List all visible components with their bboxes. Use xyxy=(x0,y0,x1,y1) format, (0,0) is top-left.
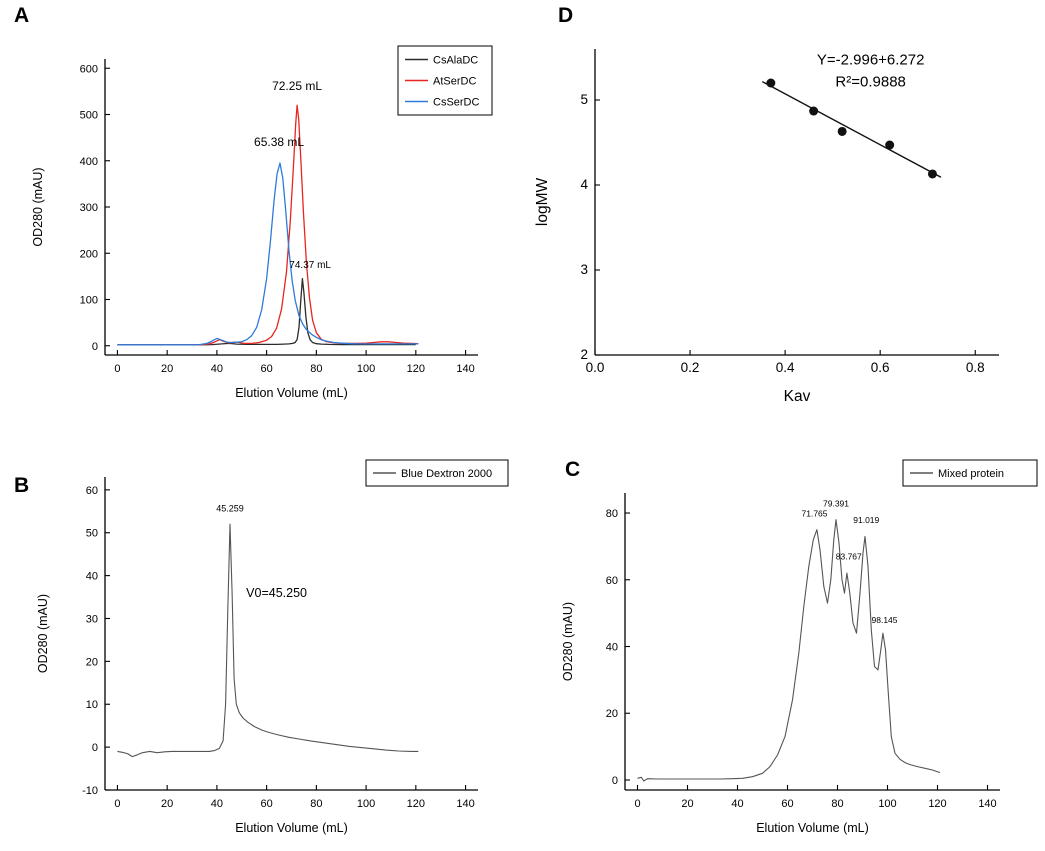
svg-text:45.259: 45.259 xyxy=(216,503,244,513)
svg-text:80: 80 xyxy=(831,798,843,810)
svg-text:0.6: 0.6 xyxy=(871,360,890,375)
svg-text:40: 40 xyxy=(731,798,743,810)
svg-text:65.38 mL: 65.38 mL xyxy=(254,135,304,149)
svg-text:V0=45.250: V0=45.250 xyxy=(246,586,307,600)
svg-text:120: 120 xyxy=(407,363,425,375)
svg-text:CsAlaDC: CsAlaDC xyxy=(433,55,478,67)
panel-label-d: D xyxy=(558,4,574,27)
panel-C-mixed-protein: C 0 20 40 60 80 100 120 140 0 20 40 60 80 Elution Vol… xyxy=(525,448,1045,851)
svg-text:Y=-2.996+6.272: Y=-2.996+6.272 xyxy=(817,51,925,68)
svg-text:Elution Volume (mL): Elution Volume (mL) xyxy=(756,821,869,835)
svg-text:20: 20 xyxy=(161,363,173,375)
svg-text:140: 140 xyxy=(456,798,474,810)
svg-text:Mixed protein: Mixed protein xyxy=(938,468,1004,480)
svg-text:R²=0.9888: R²=0.9888 xyxy=(835,73,905,90)
svg-text:40: 40 xyxy=(606,642,618,654)
svg-text:OD280 (mAU): OD280 (mAU) xyxy=(31,167,45,246)
svg-text:40: 40 xyxy=(86,571,98,583)
svg-text:0: 0 xyxy=(634,798,640,810)
svg-text:20: 20 xyxy=(161,798,173,810)
panel-label-b: B xyxy=(14,474,30,497)
svg-text:30: 30 xyxy=(86,613,98,625)
mixed-protein-chromatogram-chart: 0 20 40 60 80 100 120 140 0 20 40 60 80 Elution Volum… xyxy=(561,459,1038,835)
panel-label-c: C xyxy=(565,458,581,481)
svg-text:60: 60 xyxy=(781,798,793,810)
svg-text:0: 0 xyxy=(114,363,120,375)
svg-text:40: 40 xyxy=(211,363,223,375)
panel-D-calibration: D 0.0 0.2 0.4 0.6 0.8 2 3 4 5 Kav logMW Y=-2.996+6.… xyxy=(525,0,1045,430)
svg-text:CsSerDC: CsSerDC xyxy=(433,97,480,109)
sec-chromatogram-overlay-chart: 0 20 40 60 80 100 120 140 0 100 200 300 400 500 600 Elu… xyxy=(31,45,493,400)
svg-text:80: 80 xyxy=(310,363,322,375)
svg-text:100: 100 xyxy=(357,363,375,375)
svg-text:logMW: logMW xyxy=(534,178,551,227)
svg-text:60: 60 xyxy=(606,575,618,587)
svg-text:Elution Volume (mL): Elution Volume (mL) xyxy=(235,821,348,835)
svg-text:0.2: 0.2 xyxy=(681,360,700,375)
svg-text:0: 0 xyxy=(612,775,618,787)
svg-text:-10: -10 xyxy=(82,785,98,797)
svg-text:100: 100 xyxy=(80,295,98,307)
svg-text:0: 0 xyxy=(114,798,120,810)
svg-text:0.8: 0.8 xyxy=(966,360,985,375)
panel-B-blue-dextran: B 0 20 40 60 80 100 120 140 -10 0 10 20 30 40 50 60 Elut… xyxy=(0,448,520,851)
svg-text:50: 50 xyxy=(86,528,98,540)
svg-text:80: 80 xyxy=(310,798,322,810)
svg-text:40: 40 xyxy=(211,798,223,810)
svg-text:4: 4 xyxy=(580,177,588,192)
svg-text:AtSerDC: AtSerDC xyxy=(433,76,476,88)
svg-text:Kav: Kav xyxy=(784,388,811,405)
svg-text:80: 80 xyxy=(606,508,618,520)
svg-text:OD280 (mAU): OD280 (mAU) xyxy=(561,602,575,681)
panel-label-a: A xyxy=(14,4,30,27)
svg-text:72.25 mL: 72.25 mL xyxy=(272,79,322,93)
svg-text:20: 20 xyxy=(86,656,98,668)
svg-text:100: 100 xyxy=(357,798,375,810)
svg-text:2: 2 xyxy=(580,347,588,362)
calibration-curve-chart: 0.0 0.2 0.4 0.6 0.8 2 3 4 5 Kav logMW Y=-2.996+6.27… xyxy=(534,49,999,405)
svg-text:500: 500 xyxy=(80,110,98,122)
svg-text:10: 10 xyxy=(86,699,98,711)
svg-text:120: 120 xyxy=(928,798,946,810)
blue-dextran-chromatogram-chart: 0 20 40 60 80 100 120 140 -10 0 10 20 30 40 50 60 Elutio… xyxy=(36,459,509,835)
svg-text:91.019: 91.019 xyxy=(853,515,879,525)
svg-text:98.145: 98.145 xyxy=(872,615,898,625)
svg-text:200: 200 xyxy=(80,248,98,260)
svg-text:100: 100 xyxy=(878,798,896,810)
svg-text:Blue Dextron 2000: Blue Dextron 2000 xyxy=(401,468,492,480)
svg-text:60: 60 xyxy=(261,798,273,810)
svg-text:400: 400 xyxy=(80,156,98,168)
svg-text:0.4: 0.4 xyxy=(776,360,795,375)
svg-text:71.765: 71.765 xyxy=(802,508,828,518)
svg-text:5: 5 xyxy=(580,92,588,107)
svg-text:20: 20 xyxy=(606,708,618,720)
svg-text:0.0: 0.0 xyxy=(586,360,605,375)
svg-text:83.767: 83.767 xyxy=(836,552,862,562)
svg-text:Elution Volume (mL): Elution Volume (mL) xyxy=(235,386,348,400)
svg-text:300: 300 xyxy=(80,202,98,214)
svg-text:3: 3 xyxy=(580,262,588,277)
svg-text:140: 140 xyxy=(978,798,996,810)
svg-text:74.37 mL: 74.37 mL xyxy=(289,260,331,271)
svg-text:0: 0 xyxy=(92,341,98,353)
svg-text:OD280 (mAU): OD280 (mAU) xyxy=(36,594,50,673)
svg-text:0: 0 xyxy=(92,742,98,754)
svg-text:60: 60 xyxy=(86,485,98,497)
svg-text:140: 140 xyxy=(456,363,474,375)
svg-text:79.391: 79.391 xyxy=(823,498,849,508)
panel-A-sec-overlay: A 0 20 40 60 80 100 120 140 0 100 200 300 400 500 600 E… xyxy=(0,0,520,430)
svg-text:20: 20 xyxy=(681,798,693,810)
svg-text:60: 60 xyxy=(261,363,273,375)
svg-text:120: 120 xyxy=(407,798,425,810)
svg-text:600: 600 xyxy=(80,63,98,75)
